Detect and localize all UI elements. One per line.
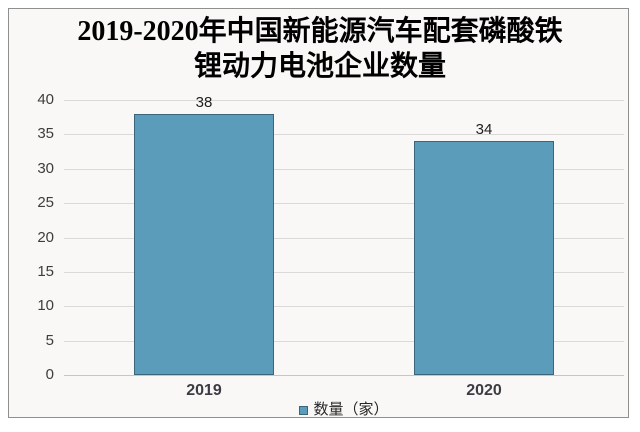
y-axis-tick-label: 35: [37, 125, 54, 143]
y-axis-tick-label: 40: [37, 91, 54, 108]
x-axis-tick-label: 2019: [186, 382, 222, 399]
gridline: [64, 168, 624, 170]
chart-title-line-2: 锂动力电池企业数量: [193, 51, 446, 82]
gridline: [64, 340, 624, 342]
chart-title-line-1: 2019-2020年中国新能源汽车配套磷酸铁: [77, 16, 563, 47]
chart-title: 2019-2020年中国新能源汽车配套磷酸铁 锂动力电池企业数量: [0, 14, 640, 84]
y-axis-tick-label: 0: [45, 366, 54, 383]
y-axis-tick-label: 15: [37, 262, 54, 280]
gridline: [64, 237, 624, 239]
gridline: [64, 306, 624, 308]
y-axis-tick-label: 5: [45, 331, 54, 349]
legend-label: 数量（家）: [313, 401, 389, 418]
gridline: [64, 100, 624, 101]
legend: 数量（家）: [64, 401, 624, 419]
gridline: [64, 375, 624, 376]
gridline: [64, 203, 624, 205]
bar-value-label: 38: [195, 93, 213, 111]
bar-value-label: 34: [475, 121, 493, 139]
y-axis-tick-label: 20: [37, 228, 54, 246]
gridline: [64, 134, 624, 136]
y-axis-tick-label: 25: [37, 194, 54, 212]
legend-marker-icon: [299, 405, 309, 415]
x-axis-tick-label: 2020: [466, 382, 502, 399]
bar-2019: [134, 113, 274, 375]
y-axis-tick-label: 10: [37, 297, 54, 315]
y-axis-tick-label: 30: [37, 159, 54, 177]
bar-2020: [414, 141, 554, 375]
gridline: [64, 271, 624, 273]
